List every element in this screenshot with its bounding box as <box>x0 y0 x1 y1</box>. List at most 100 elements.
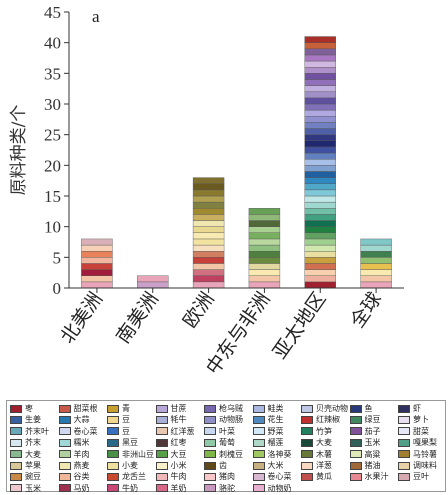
legend-label: 龙舌兰 <box>122 472 146 482</box>
legend-label: 小米 <box>170 461 187 470</box>
legend-item: 甘蔗 <box>155 403 187 414</box>
legend-swatch <box>58 484 71 493</box>
bar-segment <box>304 66 336 74</box>
legend-label: 玉米 <box>364 438 381 448</box>
legend-label: 卷心菜 <box>267 472 292 482</box>
legend-item: 调味料 <box>398 460 437 471</box>
y-tick-label: 5 <box>53 248 62 267</box>
legend-swatch <box>155 450 168 459</box>
legend-label: 大蒜 <box>73 415 90 425</box>
legend-swatch <box>58 404 71 413</box>
y-tick-label: 15 <box>44 187 61 206</box>
legend-label: 骆驼 <box>219 483 235 493</box>
bar-segment <box>248 238 281 246</box>
bar-segment <box>360 269 392 276</box>
bar-segment <box>304 250 336 258</box>
legend-label: 水果汁 <box>364 472 389 482</box>
legend-item: 洋葱 <box>301 460 332 471</box>
legend-item: 苹果 <box>10 460 41 471</box>
bar-segment <box>360 238 392 246</box>
bar-segment <box>248 220 281 227</box>
legend-item: 红洋葱 <box>155 426 195 437</box>
legend-label: 谷类 <box>73 472 90 482</box>
bar-segment <box>248 214 281 221</box>
bar-segment <box>360 263 392 270</box>
bar-segment <box>192 232 225 240</box>
legend-label: 豆 <box>122 426 130 436</box>
legend-swatch <box>107 404 119 413</box>
bar-segment <box>192 201 225 209</box>
legend-label: 红枣 <box>170 438 187 448</box>
legend-swatch <box>107 438 119 447</box>
legend-swatch <box>155 404 168 413</box>
legend-item: 马铃薯 <box>398 449 437 460</box>
bar-segment <box>304 73 336 80</box>
legend-swatch <box>204 415 216 424</box>
bar-segment <box>304 42 336 50</box>
legend-swatch <box>204 438 216 447</box>
legend-swatch <box>155 427 168 436</box>
y-tick-label: 40 <box>44 34 61 53</box>
bar-stack <box>81 238 113 289</box>
legend-label: 糯米 <box>73 438 90 448</box>
legend-label: 猪油 <box>364 461 381 470</box>
legend-swatch <box>155 461 168 470</box>
bar-segment <box>304 226 336 234</box>
legend-item: 萝卜 <box>398 414 429 425</box>
legend-item: 龙舌兰 <box>107 471 146 482</box>
legend-item: 大蒜 <box>58 414 90 425</box>
legend-swatch <box>301 472 313 481</box>
legend-item: 竹笋 <box>301 426 332 437</box>
bar-segment <box>304 201 336 209</box>
legend-item: 大麦 <box>10 449 41 460</box>
legend-swatch <box>107 461 119 470</box>
bar-segment <box>192 195 225 203</box>
legend-label: 黑豆 <box>122 438 138 448</box>
legend-swatch <box>204 450 216 459</box>
bar-segment <box>304 97 336 105</box>
legend-swatch <box>301 404 313 413</box>
bar-segment <box>81 238 113 246</box>
legend-swatch <box>252 415 265 424</box>
bar-segment <box>304 195 336 203</box>
legend-item: 大米 <box>252 460 284 471</box>
bar-segment <box>304 79 336 86</box>
legend-swatch <box>155 472 168 481</box>
legend-item: 猪肉 <box>204 471 235 482</box>
legend-swatch <box>398 461 410 470</box>
legend-swatch <box>349 404 362 413</box>
legend-label: 动物奶 <box>267 483 292 493</box>
legend-item: 豆 <box>107 426 130 437</box>
legend-label: 枣 <box>25 404 33 413</box>
bar-segment <box>192 263 225 270</box>
legend-item: 芥末叶 <box>10 426 49 437</box>
y-tick-label: 10 <box>44 218 61 237</box>
legend-label: 黄瓜 <box>316 472 332 482</box>
legend-item: 非洲山豆 <box>107 449 154 460</box>
legend-item: 豆 <box>107 414 130 425</box>
legend-swatch <box>301 438 313 447</box>
legend-label: 鱼 <box>364 404 373 413</box>
legend-item: 豆叶 <box>398 471 429 482</box>
bar-segment <box>304 48 336 56</box>
legend-item: 羊肉 <box>58 449 90 460</box>
legend-label: 豌豆 <box>25 472 41 482</box>
bar-segment <box>360 275 392 283</box>
bar-segment <box>304 103 336 111</box>
legend-item: 虾 <box>398 403 421 414</box>
bar-segment <box>304 177 336 184</box>
bar-segment <box>360 244 392 252</box>
bar-segment <box>304 85 336 92</box>
legend-item: 叶菜 <box>204 426 235 437</box>
x-tick-label: 南美洲 <box>112 288 163 347</box>
legend-swatch <box>204 404 216 413</box>
legend-label: 羊肉 <box>73 449 90 459</box>
legend-label: 高粱 <box>364 449 381 459</box>
legend-item: 猪油 <box>349 460 381 471</box>
legend-label: 刺槐豆 <box>219 449 243 459</box>
legend-swatch <box>58 472 71 481</box>
legend-swatch <box>398 427 410 436</box>
y-axis-title: 原料种类/个 <box>9 105 29 196</box>
legend-label: 贝壳动物 <box>316 404 348 413</box>
legend-swatch <box>107 484 119 493</box>
